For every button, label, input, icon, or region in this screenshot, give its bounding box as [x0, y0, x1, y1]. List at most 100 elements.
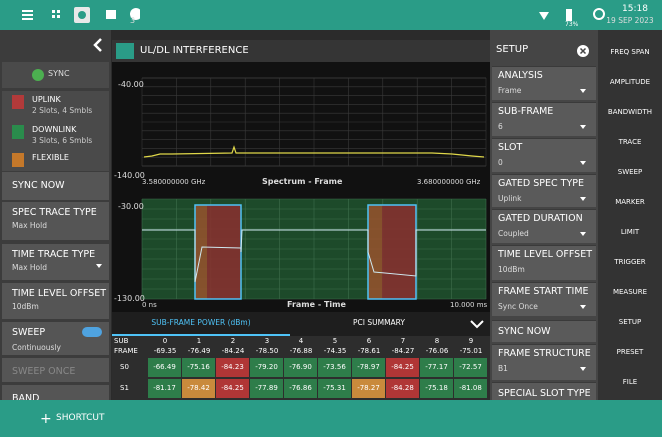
plot-area: -40.00 -140.00 3.580000000 GHz Spectrum … [112, 62, 490, 312]
power-cell: -75.18 [420, 379, 453, 398]
shortcut-plus[interactable]: + [40, 411, 52, 427]
setup-button[interactable]: SPECIAL SLOT TYPE [492, 382, 596, 400]
battery-level: 73% [565, 21, 579, 28]
frame-power: -78.50 [255, 347, 279, 355]
power-cell: -84.25 [386, 358, 419, 377]
button-label: BAND [12, 393, 40, 400]
time-trace [142, 229, 486, 283]
power-cell: -72.57 [454, 358, 487, 377]
left-button[interactable]: SWEEP Continuously [2, 322, 109, 355]
setup-button[interactable]: FRAME STRUCTURE B1 [492, 344, 596, 380]
dropdown-caret [580, 367, 586, 371]
menu-item[interactable]: FILE [622, 378, 638, 386]
column-header: 3 [264, 337, 270, 345]
clock-time: 15:18 [622, 4, 648, 14]
system-icons [539, 8, 605, 21]
button-value: Max Hold [12, 221, 47, 230]
close-button[interactable] [576, 44, 590, 58]
x-label: 3.680000000 GHz [417, 178, 481, 186]
left-button[interactable]: BAND [2, 385, 109, 400]
bottom-bar: + SHORTCUT [0, 400, 662, 437]
left-button[interactable]: SYNC NOW [2, 172, 109, 200]
y-label: -130.00 [114, 294, 145, 303]
plot-caption: Frame - Time [287, 300, 346, 309]
button-label: SPECIAL SLOT TYPE [498, 388, 591, 399]
menu-item[interactable]: FREQ SPAN [610, 48, 650, 56]
setup-button[interactable]: TIME LEVEL OFFSET 10dBm [492, 245, 596, 280]
button-value: 6 [498, 122, 503, 131]
measurement-icon [116, 43, 134, 59]
menu-item[interactable]: PRESET [616, 348, 644, 356]
sync-indicator: SYNC [2, 62, 109, 88]
column-header: 1 [196, 337, 202, 345]
back-button[interactable] [90, 36, 106, 54]
menu-item[interactable]: AMPLITUDE [609, 78, 651, 86]
power-cell: -76.90 [284, 358, 317, 377]
left-button[interactable]: SPEC TRACE TYPE Max Hold [2, 202, 109, 240]
menu-item[interactable]: SETUP [618, 318, 642, 326]
menu-item[interactable]: MARKER [615, 198, 645, 206]
dropdown-caret [580, 197, 586, 201]
power-cell: -75.31 [318, 379, 351, 398]
tab-label: PCI SUMMARY [353, 318, 405, 327]
setup-button[interactable]: FRAME START TIME Sync Once [492, 282, 596, 316]
power-cell: -76.86 [284, 379, 317, 398]
setup-button[interactable]: SUB-FRAME 6 [492, 102, 596, 136]
column-header: 5 [332, 337, 338, 345]
button-value: B1 [498, 364, 508, 373]
tab[interactable]: PCI SUMMARY [290, 312, 468, 336]
spectrum-trace [143, 145, 485, 158]
menu-item[interactable]: BANDWIDTH [607, 108, 653, 116]
setup-button[interactable]: SYNC NOW [492, 320, 596, 342]
button-value: Frame [498, 86, 522, 95]
setup-button[interactable]: ANALYSIS Frame [492, 66, 596, 100]
power-cell: -78.97 [352, 358, 385, 377]
status-icons [22, 7, 140, 23]
button-label: SWEEP [12, 327, 46, 338]
legend-swatch [12, 153, 24, 167]
left-button[interactable]: TIME LEVEL OFFSET 10dBm [2, 283, 109, 319]
y-label: -30.00 [118, 202, 144, 211]
y-label: -40.00 [118, 80, 144, 89]
legend: UPLINK 2 Slots, 4 Smbls DOWNLINK 3 Slots, 6… [2, 91, 109, 171]
button-value: Coupled [498, 229, 529, 238]
plot-caption: Spectrum - Frame [262, 177, 343, 186]
left-button[interactable]: SWEEP ONCE [2, 358, 109, 382]
shortcut-button[interactable]: SHORTCUT [56, 413, 105, 423]
left-button[interactable]: TIME TRACE TYPE Max Hold [2, 244, 109, 280]
power-cell: -78.27 [352, 379, 385, 398]
power-cell: -79.20 [250, 358, 283, 377]
button-label: SYNC NOW [12, 180, 65, 191]
menu-item[interactable]: MEASURE [612, 288, 648, 296]
setup-button[interactable]: GATED SPEC TYPE Uplink [492, 174, 596, 207]
button-label: FRAME STRUCTURE [498, 348, 591, 359]
column-header: 4 [298, 337, 304, 345]
toggle-switch[interactable] [82, 327, 102, 337]
setup-button[interactable]: SLOT 0 [492, 138, 596, 172]
setup-panel: SETUP ANALYSIS Frame SUB-FRAME 6 SLOT 0 GATED S… [490, 30, 598, 400]
menu-item[interactable]: TRIGGER [614, 258, 646, 266]
tab[interactable]: SUB-FRAME POWER (dBm) [112, 312, 290, 336]
main-menu: FREQ SPAN AMPLITUDE BANDWIDTH TRACE SWEEP MAR… [598, 30, 662, 400]
button-label: SPEC TRACE TYPE [12, 207, 97, 218]
x-label: 3.580000000 GHz [142, 178, 206, 186]
setup-button[interactable]: GATED DURATION Coupled [492, 209, 596, 243]
sync-led [32, 69, 44, 81]
button-label: TIME LEVEL OFFSET [498, 249, 593, 260]
plots [141, 77, 487, 300]
collapse-button[interactable] [468, 316, 486, 332]
legend-label: UPLINK [32, 95, 61, 104]
measurement-title: UL/DL INTERFERENCE [140, 45, 249, 56]
frame-power: -84.24 [221, 347, 245, 355]
sync-label: SYNC [48, 69, 70, 78]
menu-item[interactable]: LIMIT [620, 228, 640, 236]
button-label: SLOT [498, 142, 523, 153]
power-cell: -78.42 [182, 379, 215, 398]
menu-item[interactable]: TRACE [618, 138, 642, 146]
menu-item[interactable]: SWEEP [617, 168, 643, 176]
button-value: 10dBm [12, 302, 39, 311]
power-table: SUB FRAME 0 -69.35 1 -76.49 2 -84.24 3 -78.50 4 -76… [112, 336, 490, 400]
setup-title: SETUP [496, 44, 529, 55]
frame-power: -74.35 [323, 347, 347, 355]
